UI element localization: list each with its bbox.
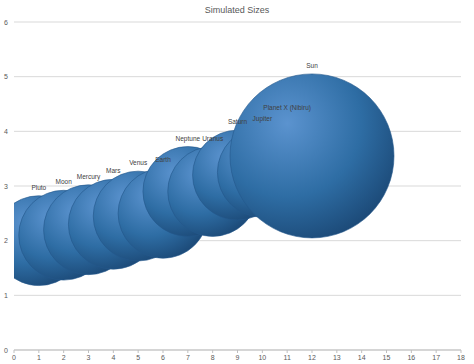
x-tick <box>88 350 89 353</box>
y-tick-label: 4 <box>4 128 8 135</box>
data-label: Mercury <box>77 173 101 181</box>
x-tick-label: 4 <box>111 354 115 361</box>
x-tick-label: 11 <box>284 354 291 361</box>
x-tick-label: 10 <box>258 354 266 361</box>
x-tick-label: 12 <box>308 354 316 361</box>
grid-line <box>14 22 461 23</box>
data-label: Venus <box>129 159 148 166</box>
data-label: Neptune <box>176 135 201 143</box>
x-tick <box>113 350 114 353</box>
x-tick <box>38 350 39 353</box>
x-tick <box>461 350 462 353</box>
bubble <box>230 74 394 238</box>
x-tick <box>312 350 313 353</box>
data-label: Uranus <box>202 135 224 142</box>
x-tick <box>14 350 15 353</box>
y-tick-label: 5 <box>4 73 8 80</box>
x-tick <box>212 350 213 353</box>
x-tick-label: 14 <box>358 354 366 361</box>
chart: Simulated Sizes0123456012345678910111213… <box>0 0 474 364</box>
y-tick-label: 2 <box>4 237 8 244</box>
x-tick <box>336 350 337 353</box>
x-tick-label: 3 <box>87 354 91 361</box>
x-tick-label: 8 <box>211 354 215 361</box>
x-tick <box>411 350 412 353</box>
x-tick-label: 13 <box>333 354 341 361</box>
x-tick <box>138 350 139 353</box>
data-label: Mars <box>106 167 121 174</box>
data-label: Moon <box>56 178 73 185</box>
grid-line <box>14 76 461 77</box>
x-tick-label: 15 <box>383 354 391 361</box>
x-tick-label: 2 <box>62 354 66 361</box>
x-tick-label: 7 <box>186 354 190 361</box>
data-label: Earth <box>155 156 171 163</box>
grid-line <box>14 295 461 296</box>
x-tick <box>187 350 188 353</box>
x-tick <box>386 350 387 353</box>
y-tick-label: 6 <box>4 19 8 26</box>
x-tick <box>63 350 64 353</box>
x-tick <box>361 350 362 353</box>
data-label: Saturn <box>228 118 248 125</box>
y-tick-label: 3 <box>4 183 8 190</box>
y-tick-label: 0 <box>4 347 8 354</box>
data-label: Pluto <box>31 184 46 191</box>
x-tick <box>436 350 437 353</box>
data-label: Jupiter <box>253 115 273 123</box>
y-tick-label: 1 <box>4 292 8 299</box>
x-tick-label: 1 <box>37 354 41 361</box>
data-label: Planet X (Nibiru) <box>263 104 311 112</box>
x-tick-label: 9 <box>236 354 240 361</box>
x-tick-label: 6 <box>161 354 165 361</box>
bubbles <box>14 74 394 286</box>
x-tick-label: 0 <box>12 354 16 361</box>
x-tick <box>287 350 288 353</box>
x-tick <box>237 350 238 353</box>
data-label: Sun <box>306 62 318 69</box>
x-tick-label: 17 <box>432 354 440 361</box>
x-tick <box>262 350 263 353</box>
x-tick <box>163 350 164 353</box>
x-tick-label: 18 <box>457 354 465 361</box>
title: Simulated Sizes <box>205 5 270 15</box>
x-tick-label: 5 <box>136 354 140 361</box>
x-tick-label: 16 <box>407 354 415 361</box>
